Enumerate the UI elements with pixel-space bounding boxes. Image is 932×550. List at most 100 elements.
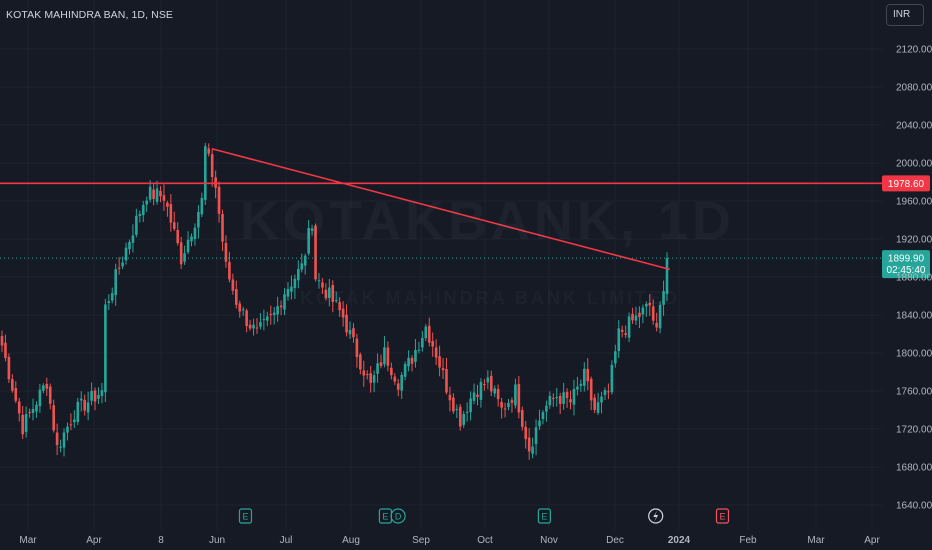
candle-body	[334, 300, 338, 302]
currency-selector[interactable]: INR	[886, 4, 924, 26]
y-tick-label: 1800.00	[896, 349, 932, 360]
dividend-marker[interactable]: D	[390, 508, 406, 524]
candle-up	[376, 353, 379, 383]
candle-body	[434, 347, 438, 358]
earnings-marker[interactable]: E	[715, 508, 730, 524]
countdown-label: 02:45:40	[887, 265, 926, 276]
candle-body	[238, 303, 242, 312]
candle-body	[69, 424, 73, 426]
earnings-marker[interactable]: E	[378, 508, 392, 524]
candle-body	[269, 314, 273, 316]
candle-down	[69, 413, 73, 431]
candle-down	[359, 352, 362, 375]
flash-icon[interactable]	[648, 508, 664, 524]
candle-up	[348, 321, 352, 339]
earnings-marker[interactable]: E	[537, 508, 552, 524]
candle-body	[207, 148, 211, 154]
candle-up	[486, 370, 490, 390]
candle-down	[410, 355, 414, 372]
candle-down	[386, 341, 390, 372]
candle-up	[576, 376, 579, 396]
candle-body	[307, 228, 310, 254]
candle-down	[648, 294, 652, 317]
candle-up	[658, 301, 662, 334]
candle-body	[458, 406, 462, 427]
candle-body	[589, 378, 593, 401]
candle-up	[645, 301, 648, 317]
candle-body	[524, 426, 528, 440]
resistance-price-tag	[882, 175, 930, 192]
candle-body	[59, 446, 62, 448]
candle-body	[438, 356, 441, 368]
candle-body	[620, 329, 624, 332]
candle-body	[152, 189, 155, 200]
candle-body	[0, 336, 4, 346]
candle-body	[310, 228, 314, 231]
y-tick-label: 1880.00	[896, 273, 932, 284]
candle-body	[231, 279, 235, 291]
marker-box	[537, 508, 552, 524]
candle-down	[483, 379, 486, 391]
candle-body	[200, 197, 204, 215]
marker-box	[715, 508, 730, 524]
x-tick-label: 2024	[668, 535, 691, 546]
candle-body	[138, 213, 142, 217]
candle-body	[634, 315, 638, 321]
candle-up	[514, 378, 517, 409]
candle-up	[286, 282, 290, 301]
candle-body	[262, 319, 266, 321]
candle-up	[124, 242, 128, 265]
candle-body	[417, 349, 421, 351]
candle-down	[52, 399, 55, 433]
candle-down	[396, 378, 400, 397]
candle-body	[290, 286, 293, 292]
candle-up	[90, 382, 93, 406]
candle-body	[645, 303, 648, 307]
candle-body	[338, 302, 341, 311]
candle-up	[190, 233, 193, 247]
candle-body	[579, 383, 583, 386]
marker-circle	[390, 508, 406, 524]
candle-up	[555, 387, 559, 407]
candle-body	[104, 304, 107, 393]
candle-body	[190, 236, 193, 242]
earnings-marker[interactable]: E	[238, 508, 253, 524]
candle-up	[66, 422, 69, 441]
candle-down	[17, 397, 21, 422]
candle-body	[379, 362, 383, 366]
x-tick-label: 8	[158, 535, 164, 546]
x-tick-label: Dec	[606, 535, 624, 546]
candle-down	[369, 366, 372, 393]
last-price-label: 1899.90	[888, 254, 925, 265]
candle-up	[73, 410, 76, 428]
candle-body	[176, 229, 180, 244]
candle-up	[414, 339, 417, 368]
candle-body	[359, 354, 362, 370]
candle-body	[452, 397, 455, 412]
candle-down	[503, 402, 507, 418]
candle-body	[352, 328, 355, 338]
candle-down	[524, 420, 528, 449]
candle-down	[624, 325, 627, 339]
chart-axes: 1640.00 1680.00 1720.00 1760.00 1800.00 1840.…	[19, 45, 932, 547]
marker-label: E	[719, 512, 725, 522]
candle-down	[279, 300, 283, 316]
candle-up	[97, 387, 100, 404]
candle-body	[517, 384, 521, 413]
candle-down	[500, 397, 503, 419]
candle-body	[17, 401, 21, 414]
candle-up	[135, 208, 138, 238]
candle-body	[4, 342, 7, 358]
candle-body	[314, 225, 317, 280]
candle-down	[458, 403, 462, 431]
flash-ring	[648, 508, 664, 524]
candle-body	[52, 405, 55, 431]
candle-body	[596, 402, 600, 413]
candle-body	[248, 324, 252, 329]
candle-body	[73, 419, 76, 423]
candle-up	[572, 379, 576, 416]
candle-body	[135, 215, 138, 235]
candle-body	[514, 384, 517, 406]
candle-body	[520, 409, 524, 427]
